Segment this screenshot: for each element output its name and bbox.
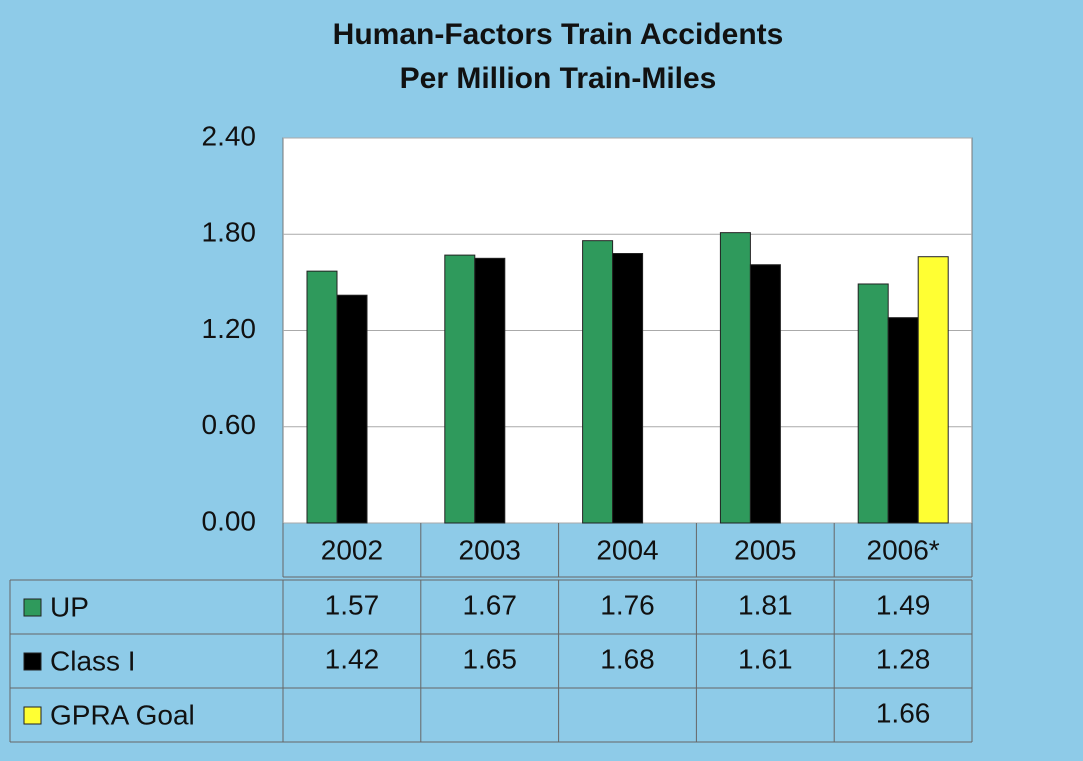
x-tick-label: 2006* <box>867 534 940 565</box>
table-value: 1.76 <box>600 589 655 620</box>
y-tick-label: 1.80 <box>202 217 257 248</box>
legend-swatch <box>23 652 42 671</box>
table-value: 1.49 <box>876 589 931 620</box>
table-value: 1.28 <box>876 643 931 674</box>
legend-label: Class I <box>50 645 136 676</box>
table-value: 1.57 <box>325 589 380 620</box>
legend-swatch <box>23 706 42 725</box>
x-tick-label: 2005 <box>734 534 796 565</box>
bar <box>612 253 644 524</box>
bar <box>857 283 889 524</box>
x-tick-label: 2004 <box>596 534 658 565</box>
table-value: 1.65 <box>462 643 517 674</box>
y-tick-label: 1.20 <box>202 313 257 344</box>
bar <box>444 254 476 524</box>
bar <box>917 256 949 524</box>
table-value: 1.66 <box>876 697 931 728</box>
legend-label: UP <box>50 591 89 622</box>
bar <box>749 264 781 524</box>
bar <box>582 240 614 524</box>
y-tick-label: 0.60 <box>202 409 257 440</box>
table-value: 1.42 <box>325 643 380 674</box>
bar <box>306 270 338 524</box>
y-tick-label: 0.00 <box>202 505 257 536</box>
bar <box>887 317 919 524</box>
chart-title: Human-Factors Train Accidents <box>333 18 784 51</box>
legend-swatch <box>23 598 42 617</box>
table-value: 1.61 <box>738 643 793 674</box>
table-value: 1.81 <box>738 589 793 620</box>
bar <box>719 232 751 524</box>
y-tick-label: 2.40 <box>202 120 257 151</box>
bar <box>474 257 506 524</box>
table-value: 1.68 <box>600 643 655 674</box>
bar <box>336 294 368 524</box>
chart-title: Per Million Train-Miles <box>400 62 717 95</box>
x-tick-label: 2002 <box>321 534 383 565</box>
table-value: 1.67 <box>462 589 517 620</box>
legend-label: GPRA Goal <box>50 699 195 730</box>
x-tick-label: 2003 <box>459 534 521 565</box>
